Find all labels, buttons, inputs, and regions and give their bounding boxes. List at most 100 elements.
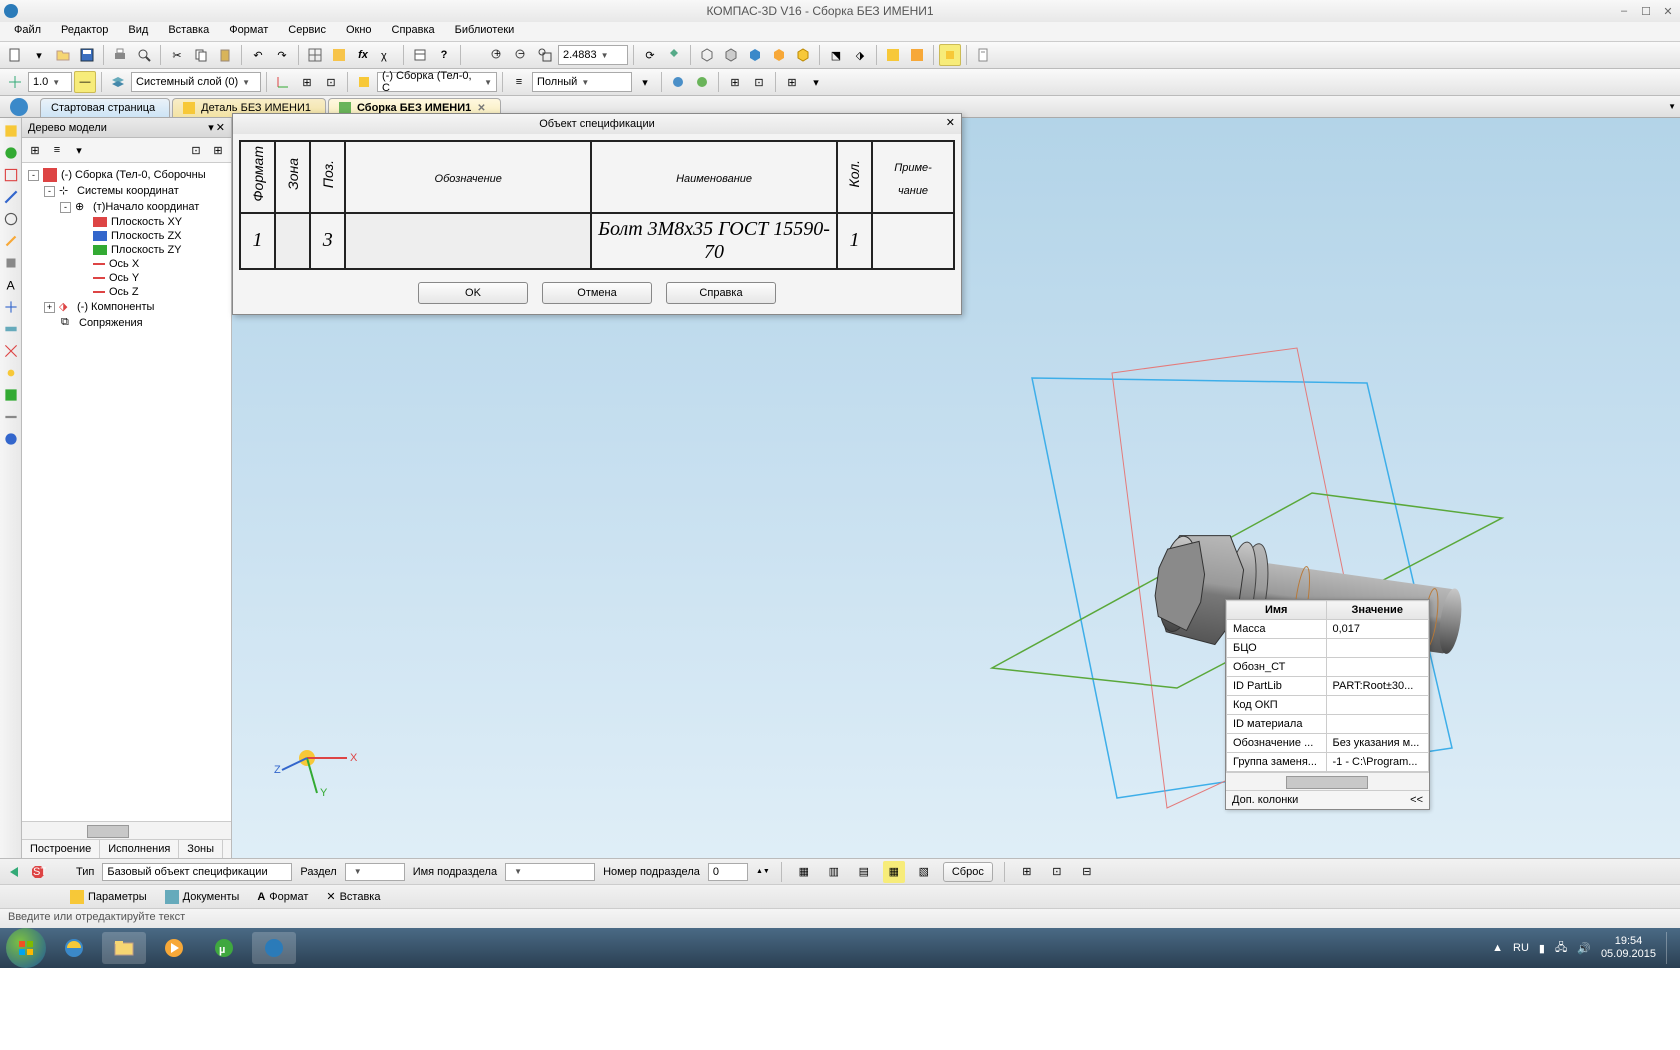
tree-btn-1[interactable]: ⊞ (26, 141, 44, 159)
orient-icon[interactable] (663, 44, 685, 66)
cols4-icon[interactable]: ▦ (883, 861, 905, 883)
open-icon[interactable] (52, 44, 74, 66)
menu-edit[interactable]: Редактор (51, 22, 118, 41)
task-media[interactable] (152, 932, 196, 964)
cols2-icon[interactable]: ▥ (823, 861, 845, 883)
tree-node[interactable]: +⬗(-) Компоненты (24, 299, 229, 315)
show-desktop[interactable] (1666, 932, 1674, 964)
prop-value[interactable] (1326, 658, 1429, 677)
cancel-button[interactable]: Отмена (542, 282, 652, 304)
preview-icon[interactable] (133, 44, 155, 66)
mode2-icon[interactable]: ▾ (634, 71, 656, 93)
ok-button[interactable]: OK (418, 282, 528, 304)
vtool-3[interactable] (2, 166, 20, 184)
home-tab-icon[interactable] (10, 98, 28, 116)
zoom-out-icon[interactable]: − (510, 44, 532, 66)
menu-view[interactable]: Вид (118, 22, 158, 41)
reset-button[interactable]: Сброс (943, 862, 993, 882)
tree-node[interactable]: -⊹Системы координат (24, 183, 229, 199)
type-field[interactable]: Базовый объект спецификации (102, 863, 292, 881)
dropdown-icon[interactable]: ▾ (28, 44, 50, 66)
new-icon[interactable] (4, 44, 26, 66)
extra-a-icon[interactable]: ⊞ (1016, 861, 1038, 883)
cut-icon[interactable]: ✂ (166, 44, 188, 66)
task-utorrent[interactable]: µ (202, 932, 246, 964)
menu-file[interactable]: Файл (4, 22, 51, 41)
layer-combo[interactable]: Системный слой (0)▼ (131, 72, 261, 92)
copy-icon[interactable] (190, 44, 212, 66)
section-combo[interactable]: ▼ (345, 863, 405, 881)
menu-help[interactable]: Справка (382, 22, 445, 41)
menu-libraries[interactable]: Библиотеки (445, 22, 525, 41)
tree-node[interactable]: Ось X (24, 257, 229, 271)
tree-node[interactable]: Ось Y (24, 271, 229, 285)
toggle-icon[interactable] (328, 44, 350, 66)
menu-insert[interactable]: Вставка (158, 22, 219, 41)
snap-icon[interactable] (4, 71, 26, 93)
start-button[interactable] (6, 928, 46, 968)
render2-icon[interactable] (691, 71, 713, 93)
color-icon[interactable] (882, 44, 904, 66)
vtool-5[interactable] (2, 210, 20, 228)
mode-icon[interactable]: ≡ (508, 71, 530, 93)
vtool-2[interactable] (2, 144, 20, 162)
vtool-1[interactable] (2, 122, 20, 140)
color2-icon[interactable] (906, 44, 928, 66)
mode-combo[interactable]: Полный▼ (532, 72, 632, 92)
prop-value[interactable]: 0,017 (1326, 620, 1429, 639)
vtool-7[interactable] (2, 254, 20, 272)
tree-node[interactable]: Плоскость XY (24, 215, 229, 229)
menu-service[interactable]: Сервис (278, 22, 336, 41)
vtool-15[interactable] (2, 430, 20, 448)
tree-btn-3[interactable]: ▾ (70, 141, 88, 159)
props-icon[interactable] (409, 44, 431, 66)
grid-icon[interactable] (304, 44, 326, 66)
persp-icon[interactable]: ⬔ (825, 44, 847, 66)
var-icon[interactable]: χ (376, 44, 398, 66)
tray-clock[interactable]: 19:54 05.09.2015 (1601, 935, 1656, 961)
undo-icon[interactable]: ↶ (247, 44, 269, 66)
tree-node[interactable]: Плоскость ZX (24, 229, 229, 243)
thickness-combo[interactable]: 1.0▼ (28, 72, 72, 92)
tab-close-icon[interactable]: ✕ (477, 103, 485, 114)
menu-window[interactable]: Окно (336, 22, 382, 41)
panel-close-icon[interactable]: ✕ (216, 121, 225, 134)
shaded2-icon[interactable] (768, 44, 790, 66)
task-ie[interactable] (52, 932, 96, 964)
prop-value[interactable] (1326, 639, 1429, 658)
shaded-icon[interactable] (744, 44, 766, 66)
model-tree[interactable]: -(-) Сборка (Тел-0, Сборочны-⊹Системы ко… (22, 163, 231, 821)
hidden-icon[interactable] (720, 44, 742, 66)
tree-node[interactable]: -(-) Сборка (Тел-0, Сборочны (24, 167, 229, 183)
vtool-13[interactable] (2, 386, 20, 404)
bottab-exec[interactable]: Исполнения (100, 840, 179, 858)
spec-cell[interactable]: Болт 3М8х35 ГОСТ 15590-70 (591, 213, 837, 269)
coord3-icon[interactable]: ⊡ (320, 71, 342, 93)
panel-scrollbar[interactable] (22, 821, 231, 839)
spec-cell[interactable] (345, 213, 591, 269)
menu-format[interactable]: Формат (219, 22, 278, 41)
help-icon[interactable]: ? (433, 44, 455, 66)
vtool-10[interactable] (2, 320, 20, 338)
task-kompas[interactable] (252, 932, 296, 964)
tabs-more-icon[interactable]: ▼ (1668, 102, 1676, 111)
tab-insert[interactable]: ✕Вставка (326, 890, 380, 903)
wireframe-icon[interactable] (696, 44, 718, 66)
extra1-icon[interactable]: ⊞ (724, 71, 746, 93)
spec-cell[interactable] (872, 213, 954, 269)
coord2-icon[interactable]: ⊞ (296, 71, 318, 93)
highlight-icon[interactable] (939, 44, 961, 66)
cols5-icon[interactable]: ▧ (913, 861, 935, 883)
vtool-6[interactable] (2, 232, 20, 250)
prop-value[interactable] (1326, 696, 1429, 715)
tray-lang[interactable]: RU (1513, 942, 1529, 954)
num-field[interactable]: 0 (708, 863, 748, 881)
tray-vol-icon[interactable]: 🔊 (1577, 942, 1591, 955)
close-icon[interactable]: ✕ (1660, 4, 1676, 18)
prop-value[interactable]: -1 - C:\Program... (1326, 753, 1429, 772)
tab-start[interactable]: Стартовая страница (40, 98, 170, 117)
tree-node[interactable]: -⊕(т)Начало координат (24, 199, 229, 215)
spec-cell[interactable] (275, 213, 310, 269)
section-icon[interactable]: ⬗ (849, 44, 871, 66)
stop-icon[interactable]: STOP (30, 864, 46, 880)
